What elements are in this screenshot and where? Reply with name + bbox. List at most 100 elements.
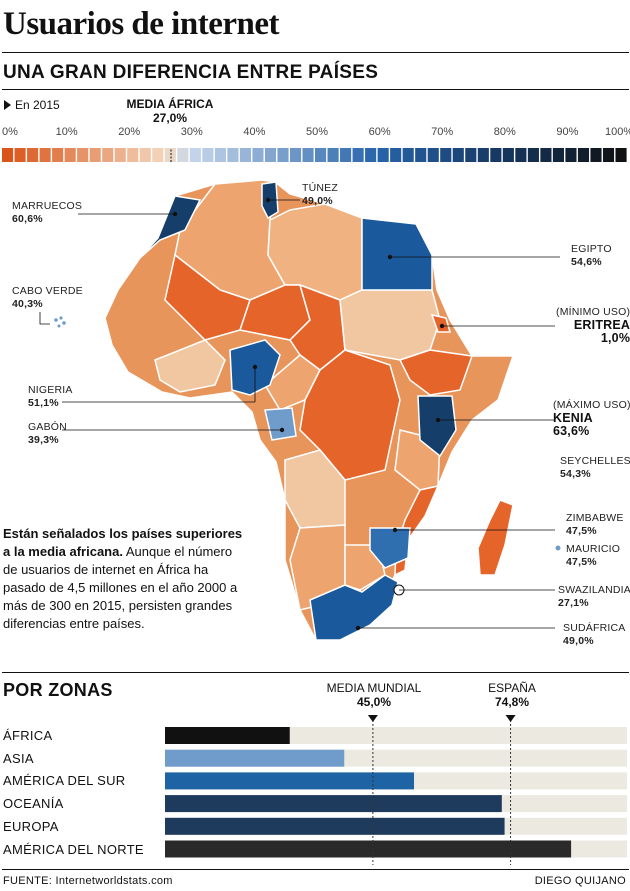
cabo-verde-name: CABO VERDE [12, 285, 83, 297]
scale-cell [189, 148, 201, 162]
scale-cell [264, 148, 277, 162]
spain-label: ESPAÑA 74,8% [452, 681, 572, 709]
scale-cell [477, 148, 489, 162]
west-coast-region [154, 339, 226, 393]
kenia-value: 63,6% [553, 424, 590, 438]
label-gabon: GABÓN 39,3% [28, 421, 67, 447]
marruecos-name: MARRUECOS [12, 200, 83, 212]
scale-cell [540, 148, 552, 162]
tunez-name: TÚNEZ [302, 182, 338, 194]
morocco-region [139, 195, 202, 259]
scale-cell [465, 148, 477, 162]
label-swazilandia: SWAZILANDIA 27,1% [558, 584, 630, 610]
scale-cell [139, 148, 151, 162]
scale-cell [52, 148, 64, 162]
scale-cell [302, 148, 314, 162]
world-average-title: MEDIA MUNDIAL [326, 681, 422, 695]
swazilandia-name: SWAZILANDIA [558, 584, 630, 596]
tunez-dot [265, 197, 271, 203]
spain-value: 74,8% [494, 695, 530, 709]
scale-cell [152, 148, 164, 162]
drc-region [299, 349, 401, 481]
legend-tick-label: 100% [605, 126, 630, 138]
zone-label: ASIA [3, 750, 34, 766]
africa-map [39, 179, 561, 641]
seychelles-value: 54,3% [560, 468, 591, 480]
source-note: FUENTE: Internetworldstats.com [3, 875, 173, 887]
scale-cell [515, 148, 527, 162]
scale-cell [114, 148, 126, 162]
zimbabwe-region [369, 527, 411, 569]
madagascar-island [477, 499, 514, 576]
scale-cell [365, 148, 377, 162]
scale-cell [527, 148, 539, 162]
reference-marker [367, 715, 378, 722]
legend-tick-label: 60% [368, 126, 391, 138]
cabo-verde-island [54, 318, 58, 322]
note-text: Aunque el número de usuarios de internet… [3, 544, 238, 631]
egipto-value: 54,6% [571, 256, 602, 268]
egypt-region [361, 217, 433, 291]
scale-cell [2, 148, 14, 162]
legend-tick-label: 30% [180, 126, 203, 138]
scale-cell [315, 148, 327, 162]
mauricio-island [555, 545, 561, 551]
map-dots [172, 197, 445, 631]
nigeria-value: 51,1% [28, 397, 59, 409]
zimbabwe-value: 47,5% [566, 525, 597, 537]
scale-cell [377, 148, 389, 162]
zone-bar [165, 795, 502, 813]
eritrea-tag: (MÍNIMO USO) [556, 306, 630, 318]
scale-cell [127, 148, 139, 162]
title-divider [2, 52, 629, 53]
seychelles-name: SEYCHELLES [560, 455, 630, 467]
legend-year-text: En 2015 [15, 98, 60, 112]
zone-bar [165, 772, 415, 790]
leader-lines [39, 199, 560, 629]
scale-cell [14, 148, 26, 162]
scale-cell [490, 148, 502, 162]
legend-tick-label: 70% [431, 126, 454, 138]
scale-cell [239, 148, 251, 162]
legend-tick-label: 90% [556, 126, 579, 138]
scale-cell [277, 148, 289, 162]
note-bold: Están señalados los países superiores a … [3, 526, 243, 559]
label-sudafrica: SUDÁFRICA 49,0% [563, 622, 625, 648]
label-cabo-verde: CABO VERDE 40,3% [12, 285, 83, 311]
scale-cell [415, 148, 427, 162]
reference-marker [505, 715, 516, 722]
scale-cell [352, 148, 364, 162]
triangle-icon [4, 100, 11, 110]
legend-tick-label: 50% [306, 126, 329, 138]
gabon-dot [279, 427, 285, 433]
scale-cell [440, 148, 452, 162]
zones-bars [165, 715, 627, 865]
author-credit: DIEGO QUIJANO [534, 875, 626, 887]
zone-label: AMÉRICA DEL NORTE [3, 841, 144, 857]
sudan-region [339, 289, 441, 361]
kenia-name: KENIA [553, 411, 593, 425]
scale-cell [27, 148, 39, 162]
kenya-region [417, 395, 457, 458]
footer-divider [2, 869, 629, 870]
scale-cell [64, 148, 76, 162]
marruecos-value: 60,6% [12, 213, 43, 225]
cabo-verde-leader [39, 312, 50, 325]
kenia-dot [435, 417, 441, 423]
legend-tick-label: 0% [2, 126, 18, 138]
gabon-value: 39,3% [28, 434, 59, 446]
nigeria-name: NIGERIA [28, 384, 73, 396]
africa-average-title: MEDIA ÁFRICA [126, 97, 214, 111]
zones-title: POR ZONAS [3, 680, 113, 700]
scale-cell [502, 148, 514, 162]
sudafrica-dot [355, 625, 361, 631]
label-kenia: (MÁXIMO USO) KENIA 63,6% [553, 399, 630, 438]
swazilandia-value: 27,1% [558, 597, 589, 609]
tunez-value: 49,0% [302, 195, 333, 207]
zimbabwe-dot [392, 527, 398, 533]
scale-cell [602, 148, 615, 162]
cabo-verde-island [57, 324, 61, 328]
kenia-tag: (MÁXIMO USO) [553, 399, 630, 411]
scale-cell [214, 148, 226, 162]
africa-average-label: MEDIA ÁFRICA 27,0% [120, 97, 220, 125]
